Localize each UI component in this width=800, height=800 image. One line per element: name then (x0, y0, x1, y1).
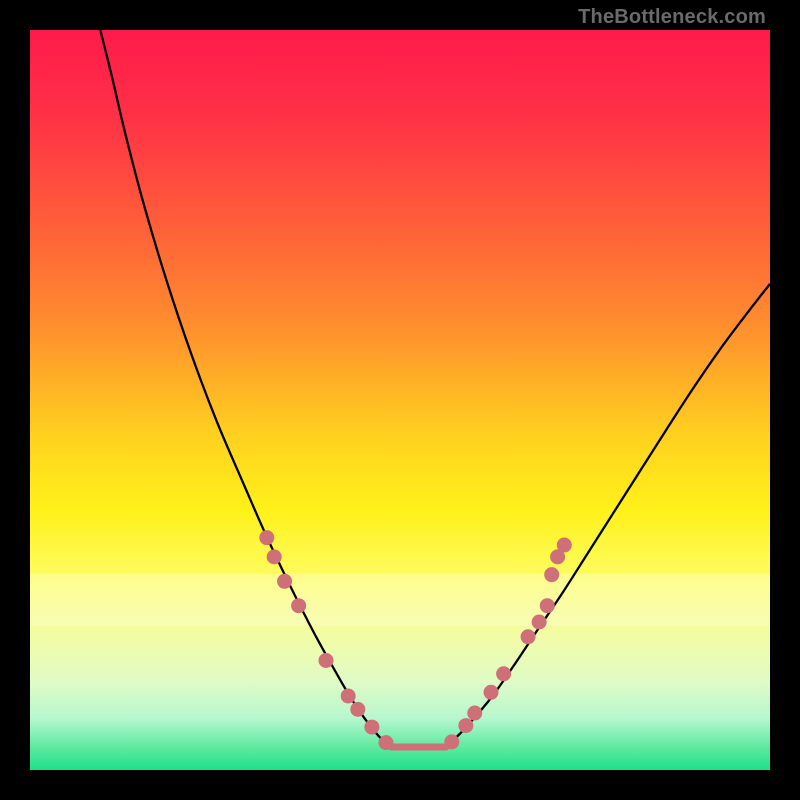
marker-dot (378, 735, 393, 750)
marker-dot (259, 530, 274, 545)
marker-dot (319, 653, 334, 668)
marker-dot (467, 706, 482, 721)
marker-dot (544, 567, 559, 582)
marker-dot (364, 720, 379, 735)
marker-dot (350, 702, 365, 717)
plot-area (30, 30, 770, 770)
marker-dot (532, 615, 547, 630)
pale-horizontal-band (30, 574, 770, 626)
marker-dot (540, 598, 555, 613)
marker-dot (444, 734, 459, 749)
gradient-background (30, 30, 770, 770)
marker-dot (496, 666, 511, 681)
marker-dot (521, 629, 536, 644)
marker-dot (557, 538, 572, 553)
marker-dot (267, 549, 282, 564)
marker-dot (458, 718, 473, 733)
marker-dot (277, 574, 292, 589)
chart-svg (30, 30, 770, 770)
outer-frame: TheBottleneck.com (0, 0, 800, 800)
marker-dot (484, 685, 499, 700)
marker-dot (291, 598, 306, 613)
watermark-text: TheBottleneck.com (578, 6, 766, 29)
marker-dot (341, 689, 356, 704)
